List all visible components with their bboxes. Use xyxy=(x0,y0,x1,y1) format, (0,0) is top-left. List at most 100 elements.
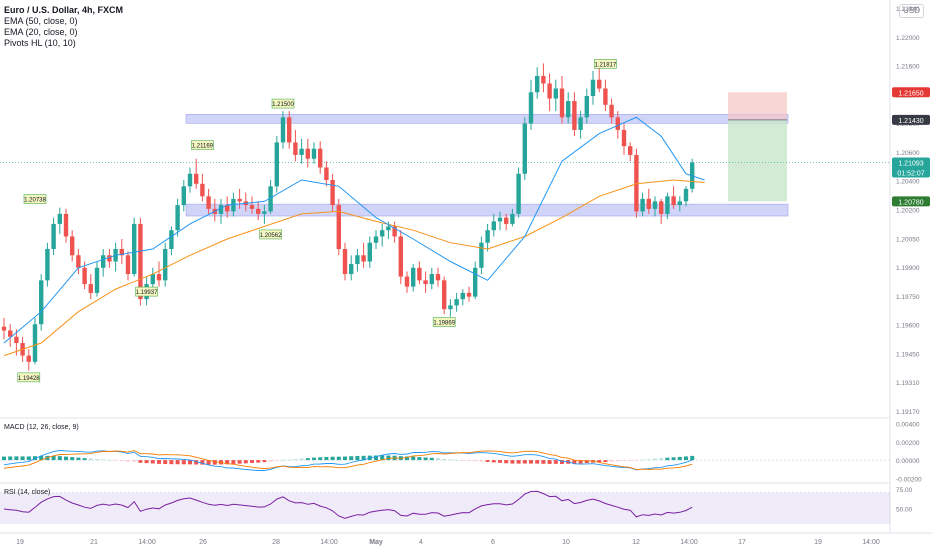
candle-body xyxy=(225,205,230,212)
candle-body xyxy=(386,226,391,231)
candle-body xyxy=(541,75,546,84)
candle-body xyxy=(578,117,583,130)
candle-body xyxy=(51,223,56,249)
y-tick-label: 1.22000 xyxy=(896,35,920,42)
candle-body xyxy=(299,148,304,155)
pivot-label-box xyxy=(271,98,295,109)
candle-body xyxy=(218,205,224,214)
price-tag xyxy=(892,114,930,125)
macd-histogram-bar xyxy=(225,460,230,465)
candle-body xyxy=(485,230,490,243)
pivot-label-text: 1.21500 xyxy=(272,102,294,108)
macd-histogram-bar xyxy=(380,455,385,461)
macd-histogram-bar xyxy=(212,460,217,465)
candle-body xyxy=(107,255,112,262)
macd-histogram-bar xyxy=(175,460,180,465)
macd-histogram-bar xyxy=(157,460,161,464)
macd-histogram-bar xyxy=(603,460,608,463)
candle-body xyxy=(448,305,453,310)
macd-histogram-bar xyxy=(374,455,378,461)
candle-body xyxy=(454,299,459,306)
candle-body xyxy=(132,223,137,275)
rsi-y-tick: 50.00 xyxy=(896,507,913,514)
candle-body xyxy=(640,198,645,212)
macd-histogram-bar xyxy=(305,458,310,461)
pivot-label-box xyxy=(135,286,158,297)
candle-body xyxy=(652,201,658,209)
candle-body xyxy=(646,198,651,209)
macd-histogram-bar xyxy=(510,460,515,464)
macd-histogram-bar xyxy=(293,459,298,461)
macd-histogram-bar xyxy=(578,460,583,464)
pivot-label-box xyxy=(191,140,214,150)
macd-histogram-bar xyxy=(262,460,267,463)
candle-body xyxy=(125,255,131,275)
macd-histogram-bar xyxy=(491,460,496,463)
macd-histogram-bar xyxy=(677,456,682,461)
currency-badge[interactable]: USD xyxy=(899,4,924,18)
pivot-label-text: 1.20738 xyxy=(24,198,46,204)
macd-histogram-bar xyxy=(324,456,329,461)
macd-histogram-bar xyxy=(237,460,242,464)
macd-histogram-bar xyxy=(622,460,626,461)
x-tick-label: 14:00 xyxy=(862,539,880,546)
x-tick-label: 12 xyxy=(632,539,640,546)
macd-histogram-bar xyxy=(126,460,130,462)
candle-body xyxy=(628,146,633,155)
candle-body xyxy=(615,117,620,130)
macd-histogram-bar xyxy=(665,457,670,461)
candle-body xyxy=(584,96,589,118)
candle-body xyxy=(634,154,639,212)
candle-body xyxy=(466,292,472,297)
macd-histogram-bar xyxy=(467,460,471,461)
macd-histogram-bar xyxy=(8,456,13,461)
macd-y-tick: 0.00200 xyxy=(896,440,920,447)
macd-histogram-bar xyxy=(361,455,366,461)
take-profit-zone xyxy=(728,119,787,202)
macd-histogram-bar xyxy=(312,457,316,461)
macd-histogram-bar xyxy=(485,460,490,462)
candle-body xyxy=(262,211,267,214)
pivot-label-box xyxy=(17,372,41,383)
candle-body xyxy=(442,280,447,310)
legend-pivots[interactable]: Pivots HL (10, 10) xyxy=(4,38,76,48)
macd-histogram-bar xyxy=(653,458,657,461)
macd-histogram-bar xyxy=(76,457,81,461)
legend-ema50[interactable]: EMA (50, close, 0) xyxy=(4,16,78,26)
candle-body xyxy=(138,223,143,300)
macd-histogram-bar xyxy=(411,456,416,461)
candle-body xyxy=(8,330,13,337)
macd-histogram-bar xyxy=(318,457,323,461)
macd-histogram-bar xyxy=(560,460,564,464)
macd-histogram-bar xyxy=(150,460,155,464)
macd-histogram-bar xyxy=(299,458,304,461)
y-tick-label: 1.19750 xyxy=(896,294,920,301)
candle-body xyxy=(510,213,515,224)
candle-body xyxy=(547,83,552,99)
candle-body xyxy=(522,123,527,174)
macd-histogram-bar xyxy=(64,456,68,461)
candle-body xyxy=(156,274,162,281)
macd-y-tick: 0.00000 xyxy=(896,458,920,465)
macd-histogram-bar xyxy=(343,456,347,461)
macd-histogram-bar xyxy=(597,460,602,463)
legend-ema20[interactable]: EMA (20, close, 0) xyxy=(4,27,78,37)
candle-body xyxy=(671,196,676,206)
macd-histogram-bar xyxy=(26,456,31,461)
candle-body xyxy=(367,242,372,262)
candle-body xyxy=(411,267,416,287)
macd-histogram-bar xyxy=(417,457,422,461)
macd-histogram-bar xyxy=(2,456,6,461)
macd-histogram-bar xyxy=(541,460,546,464)
candle-body xyxy=(163,248,168,281)
candle-body xyxy=(516,173,521,214)
x-tick-label: 26 xyxy=(199,539,207,546)
candle-body xyxy=(398,236,403,277)
macd-histogram-bar xyxy=(454,459,459,461)
candle-body xyxy=(324,167,329,181)
macd-histogram-bar xyxy=(659,458,664,461)
candle-body xyxy=(169,230,174,249)
macd-histogram-bar xyxy=(529,460,533,464)
